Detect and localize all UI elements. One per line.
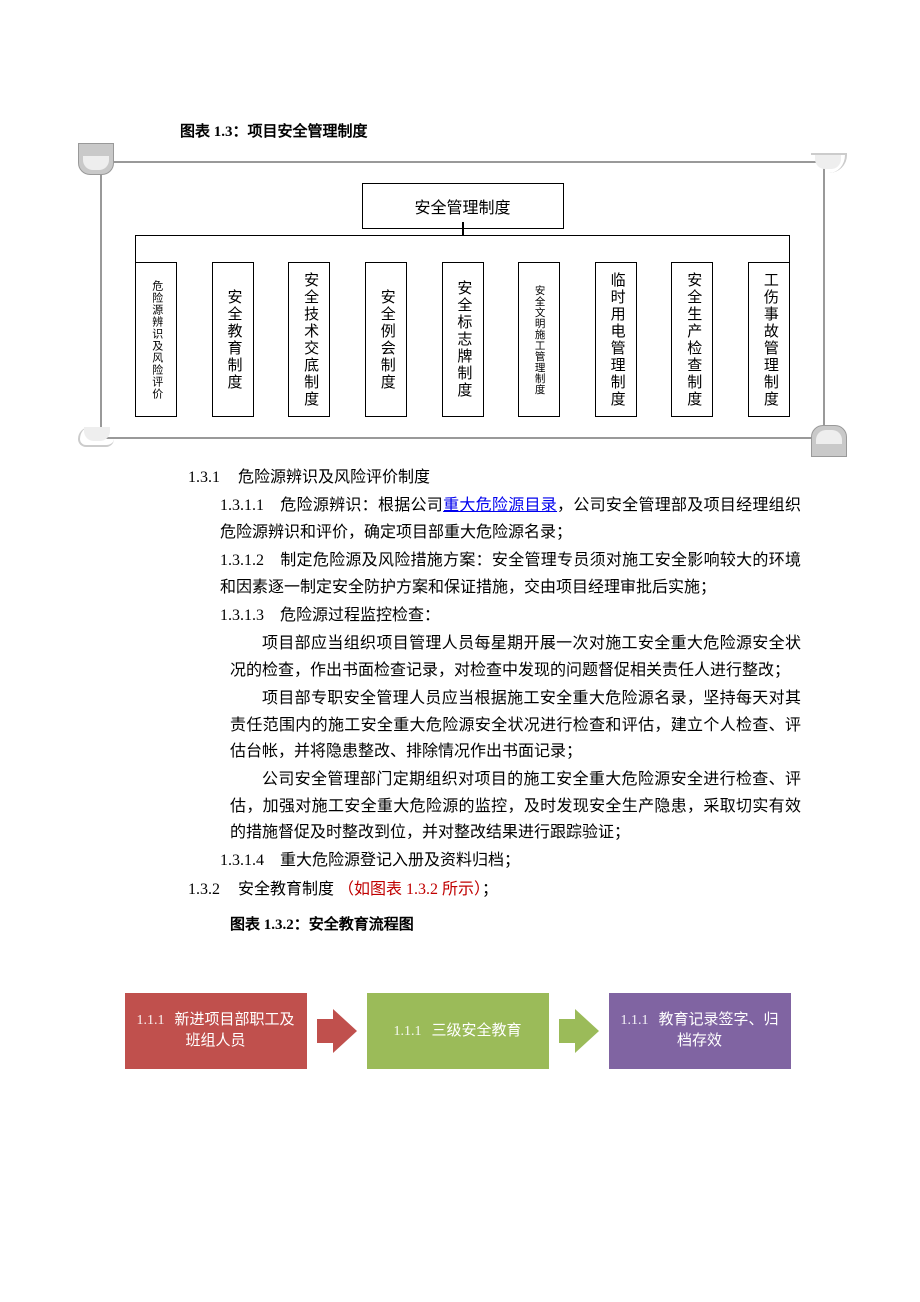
org-leaf-label: 安全教育制度	[225, 289, 241, 391]
para-1-3-1-3-a: 项目部应当组织项目管理人员每星期开展一次对施工安全重大危险源安全状况的检查，作出…	[230, 631, 805, 684]
scroll-curl-bottom-left	[78, 427, 114, 447]
org-leaf-label: 安全文明施工管理制度	[534, 285, 545, 395]
frame-left-line	[100, 161, 102, 439]
flow-step-text: 教育记录签字、归档存效	[659, 1012, 779, 1049]
org-leaf-box: 危险源辨识及风险评价	[135, 262, 177, 417]
para-1-3-1-4: 1.3.1.4 重大危险源登记入册及资料归档；	[220, 848, 805, 874]
para-1-3-1-2: 1.3.1.2 制定危险源及风险措施方案：安全管理专员须对施工安全影响较大的环境…	[220, 548, 805, 601]
org-leaf-label: 安全生产检查制度	[685, 272, 701, 408]
figure-2-caption: 图表 1.3.2：安全教育流程图	[230, 913, 805, 938]
figure-2-flow-row: 1.1.1 新进项目部职工及班组人员 1.1.1 三级安全教育 1.1.1 教育记录签字、…	[110, 993, 805, 1069]
flow-step-box: 1.1.1 教育记录签字、归档存效	[609, 993, 791, 1069]
flow-arrow-tail	[559, 1019, 575, 1043]
clause-number: 1.3.1.4	[220, 852, 264, 869]
flow-arrow-tail	[317, 1019, 333, 1043]
flow-arrow-head	[333, 1009, 357, 1053]
flow-step-prefix: 1.1.1	[621, 1013, 649, 1028]
para-1-3-1-3-c: 公司安全管理部门定期组织对项目的施工安全重大危险源安全进行检查、评估，加强对施工…	[230, 767, 805, 846]
org-leaf-row: 危险源辨识及风险评价 安全教育制度 安全技术交底制度 安全例会制度 安全标志牌制度 安全文…	[135, 262, 790, 417]
frame-right-line	[823, 161, 825, 439]
org-leaf-label: 安全技术交底制度	[301, 272, 317, 408]
flow-step-prefix: 1.1.1	[393, 1024, 421, 1039]
org-leaf-box: 安全教育制度	[212, 262, 254, 417]
flow-arrow-icon	[559, 1009, 599, 1053]
clause-text-a: 危险源辨识：根据公司	[280, 497, 443, 514]
org-brace-connector	[135, 235, 790, 262]
frame-top-line	[100, 161, 825, 163]
org-leaf-label: 临时用电管理制度	[608, 272, 624, 408]
heading-number: 1.3.2	[188, 877, 234, 903]
body-text: 1.3.1 危险源辨识及风险评价制度 1.3.1.1 危险源辨识：根据公司重大危…	[120, 465, 805, 1069]
flow-step-inner: 1.1.1 三级安全教育	[393, 1021, 521, 1042]
clause-number: 1.3.1.1	[220, 497, 264, 514]
org-leaf-label: 安全例会制度	[378, 289, 394, 391]
clause-title: 危险源过程监控检查：	[280, 607, 440, 624]
flow-step-text: 新进项目部职工及班组人员	[175, 1012, 295, 1049]
flow-step-text: 三级安全教育	[431, 1023, 521, 1039]
scroll-curl-bottom-right	[811, 425, 847, 457]
flow-arrow-head	[575, 1009, 599, 1053]
org-leaf-box: 安全技术交底制度	[288, 262, 330, 417]
figure-1-caption: 图表 1.3：项目安全管理制度	[180, 120, 805, 141]
org-leaf-box: 安全生产检查制度	[671, 262, 713, 417]
heading-number: 1.3.1	[188, 465, 234, 491]
org-leaf-box: 工伤事故管理制度	[748, 262, 790, 417]
org-leaf-label: 工伤事故管理制度	[761, 272, 777, 408]
heading-tail: ；	[482, 881, 498, 898]
frame-bottom-line	[100, 437, 825, 439]
heading-title: 危险源辨识及风险评价制度	[238, 469, 430, 486]
clause-number: 1.3.1.3	[220, 607, 264, 624]
heading-1-3-2: 1.3.2 安全教育制度 （如图表 1.3.2 所示）；	[188, 877, 805, 903]
org-leaf-box: 安全例会制度	[365, 262, 407, 417]
clause-number: 1.3.1.2	[220, 552, 264, 569]
org-leaf-label: 安全标志牌制度	[455, 280, 471, 399]
figure-1-scroll-frame: 安全管理制度 危险源辨识及风险评价 安全教育制度 安全技术交底制度 安全例会制度 安全标…	[70, 153, 855, 447]
clause-text: 重大危险源登记入册及资料归档；	[280, 852, 520, 869]
scroll-curl-top-left	[78, 143, 114, 175]
flow-step-prefix: 1.1.1	[137, 1013, 165, 1028]
org-leaf-label: 危险源辨识及风险评价	[150, 280, 162, 400]
heading-red-note: （如图表 1.3.2 所示）	[338, 881, 482, 898]
org-leaf-box: 安全文明施工管理制度	[518, 262, 560, 417]
flow-step-inner: 1.1.1 教育记录签字、归档存效	[621, 1010, 779, 1051]
org-leaf-box: 临时用电管理制度	[595, 262, 637, 417]
flow-step-box: 1.1.1 新进项目部职工及班组人员	[125, 993, 307, 1069]
para-1-3-1-3-b: 项目部专职安全管理人员应当根据施工安全重大危险源名录，坚持每天对其责任范围内的施…	[230, 686, 805, 765]
org-root-label: 安全管理制度	[414, 200, 510, 217]
heading-title: 安全教育制度	[238, 881, 334, 898]
flow-step-inner: 1.1.1 新进项目部职工及班组人员	[137, 1010, 295, 1051]
document-page: 图表 1.3：项目安全管理制度 安全管理制度 危险源辨识及风险评价安全教育制度安…	[0, 0, 920, 1149]
para-1-3-1-3-head: 1.3.1.3 危险源过程监控检查：	[220, 603, 805, 629]
flow-step-box: 1.1.1 三级安全教育	[367, 993, 549, 1069]
flow-arrow-icon	[317, 1009, 357, 1053]
para-1-3-1-1: 1.3.1.1 危险源辨识：根据公司重大危险源目录，公司安全管理部及项目经理组织…	[220, 493, 805, 546]
scroll-curl-top-right	[811, 153, 847, 173]
heading-1-3-1: 1.3.1 危险源辨识及风险评价制度	[188, 465, 805, 491]
major-hazard-catalog-link[interactable]: 重大危险源目录	[443, 497, 557, 514]
clause-text: 制定危险源及风险措施方案：安全管理专员须对施工安全影响较大的环境和因素逐一制定安…	[220, 552, 801, 595]
org-leaf-box: 安全标志牌制度	[442, 262, 484, 417]
